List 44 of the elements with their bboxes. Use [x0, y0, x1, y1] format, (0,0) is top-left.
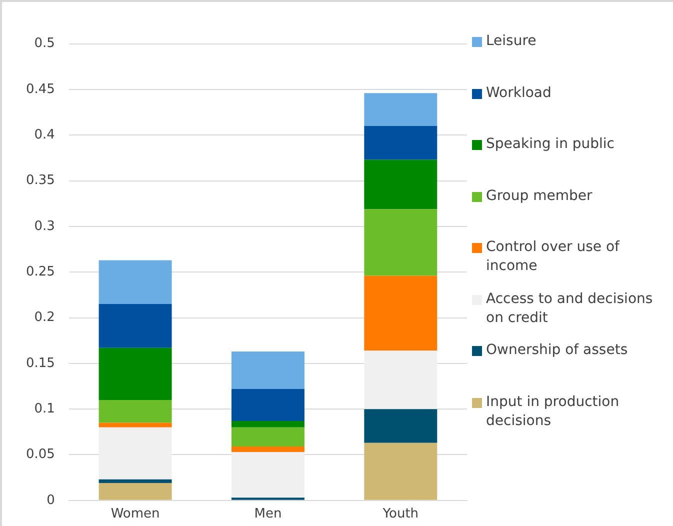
bar — [364, 126, 438, 160]
bar — [364, 209, 438, 276]
bar — [364, 160, 438, 210]
bar — [364, 93, 438, 126]
bar — [231, 388, 304, 421]
bar — [98, 479, 172, 484]
y-tick-label: 0.5 — [34, 36, 55, 52]
y-tick-label: 0.05 — [26, 447, 55, 462]
bar — [364, 350, 438, 410]
legend-label: Ownership of assets — [486, 341, 628, 360]
bar — [98, 348, 172, 400]
bar — [231, 452, 304, 498]
bar — [98, 400, 172, 423]
bar — [364, 442, 438, 500]
y-tick-label: 0.35 — [26, 173, 55, 188]
bar — [231, 446, 304, 452]
legend-label: Input in production decisions — [486, 392, 620, 430]
legend-label: Workload — [486, 84, 552, 102]
y-tick-label: 0.45 — [26, 82, 55, 97]
bar — [231, 420, 304, 428]
bar — [98, 422, 172, 428]
bar — [98, 427, 172, 480]
y-tick-label: 0.2 — [34, 310, 55, 326]
bar — [231, 352, 304, 389]
bar — [98, 483, 172, 500]
legend-label: Speaking in public — [486, 135, 615, 154]
y-tick-label: 0.25 — [26, 264, 55, 280]
legend-label: Control over use of income — [486, 238, 621, 276]
y-tick-label: 0 — [46, 492, 55, 508]
x-tick-label: Men — [254, 506, 282, 522]
x-tick-label: Women — [110, 506, 160, 522]
legend-label: Group member — [486, 186, 592, 206]
bar — [364, 409, 438, 443]
x-tick-label: Youth — [382, 506, 419, 522]
bar — [98, 304, 172, 348]
y-tick-label: 0.1 — [34, 401, 55, 416]
y-tick-label: 0.15 — [26, 356, 55, 371]
bar — [364, 276, 438, 351]
bar — [231, 427, 304, 447]
legend-label: Access to and decisions on credit — [486, 290, 654, 328]
y-tick-label: 0.4 — [34, 127, 55, 142]
bar — [98, 260, 172, 304]
legend-label: Leisure — [486, 32, 536, 51]
y-tick-label: 0.3 — [34, 218, 55, 234]
